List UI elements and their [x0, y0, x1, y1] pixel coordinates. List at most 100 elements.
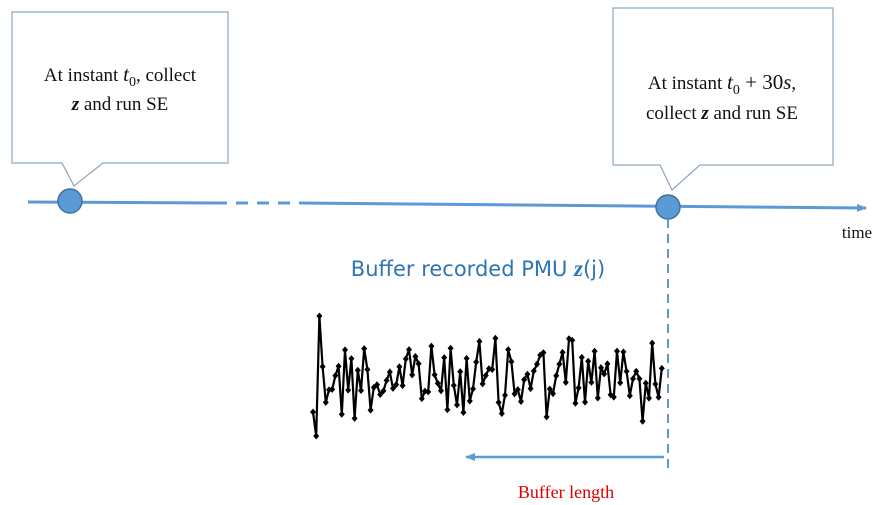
signal-marker: [319, 363, 326, 371]
signal-marker: [585, 357, 592, 365]
signal-marker: [591, 347, 598, 355]
event-marker: [655, 194, 681, 220]
signal-marker: [508, 358, 515, 366]
signal-marker: [502, 391, 508, 399]
signal-marker: [342, 346, 348, 354]
signal-marker: [476, 337, 483, 345]
signal-marker: [390, 384, 396, 392]
signal-marker: [358, 387, 364, 395]
signal-marker: [460, 408, 467, 416]
signal: [310, 312, 665, 440]
signal-marker: [428, 342, 435, 350]
signal-marker: [313, 432, 320, 440]
signal-marker: [338, 410, 345, 418]
callout-text: collect z and run SE: [646, 103, 798, 124]
callout-text: z and run SE: [71, 94, 169, 115]
signal-marker: [473, 358, 480, 366]
signal-marker: [396, 363, 403, 371]
buffer-title: Buffer recorded PMU z(j): [351, 256, 605, 281]
signal-marker: [511, 390, 518, 398]
signal-marker: [364, 366, 371, 374]
signal-marker: [470, 385, 476, 393]
signal-marker: [380, 387, 387, 395]
signal-marker: [441, 354, 448, 362]
signal-marker: [450, 381, 457, 389]
signal-marker: [498, 410, 505, 418]
signal-marker: [553, 372, 560, 380]
signal-marker: [655, 393, 662, 401]
signal-marker: [399, 382, 406, 390]
callout-box: [11, 11, 229, 187]
signal-marker: [505, 346, 512, 354]
signal-marker: [406, 346, 412, 354]
signal-marker: [562, 378, 569, 386]
signal-marker: [594, 394, 601, 402]
signal-marker: [409, 371, 416, 379]
signal-marker: [332, 372, 339, 380]
signal-marker: [316, 312, 323, 320]
signal-marker: [367, 406, 374, 414]
axis-label: time: [842, 223, 872, 242]
timeline-arrow: [299, 201, 867, 212]
signal-marker: [652, 380, 659, 388]
signal-marker: [588, 378, 595, 386]
signal-marker: [582, 398, 588, 406]
signal-marker: [623, 367, 630, 375]
signal-marker: [383, 376, 390, 384]
signal-marker: [374, 381, 380, 389]
signal-marker: [649, 339, 656, 347]
signal-marker: [518, 397, 524, 405]
signal-marker: [354, 366, 361, 374]
signal-marker: [614, 347, 620, 355]
signal-marker: [540, 349, 547, 357]
signal-marker: [646, 394, 652, 402]
signal-marker: [434, 379, 441, 387]
signal-marker: [550, 390, 556, 398]
signal-marker: [386, 368, 393, 376]
signal-marker: [578, 353, 585, 361]
event-marker: [57, 188, 83, 214]
signal-marker: [431, 371, 438, 379]
callout-text: At instant t0 + 30s,: [648, 70, 796, 98]
signal-marker: [495, 398, 502, 406]
signal-marker: [530, 367, 537, 375]
signal-marker: [572, 399, 579, 407]
signal-marker: [329, 385, 336, 393]
signal-marker: [639, 417, 646, 425]
signal-marker: [463, 354, 470, 362]
signal-marker: [620, 348, 627, 356]
signal-marker: [310, 408, 316, 416]
signal-marker: [598, 364, 604, 372]
signal-marker: [457, 368, 464, 376]
signal-marker: [377, 391, 384, 399]
signal-marker: [345, 386, 352, 394]
signal-marker: [348, 355, 355, 363]
signal-marker: [575, 384, 582, 392]
signal-marker: [521, 376, 528, 384]
signal-marker: [604, 360, 611, 368]
signal-marker: [556, 360, 563, 368]
signal-marker: [447, 344, 454, 352]
signal-marker: [630, 375, 636, 383]
signal-marker: [444, 406, 451, 414]
signal-marker: [412, 352, 419, 360]
signal-marker: [479, 380, 486, 388]
timeline: [27, 200, 216, 205]
signal-marker: [610, 393, 617, 401]
signal-marker: [617, 379, 624, 387]
signal-marker: [482, 372, 489, 380]
signal-marker: [633, 367, 640, 375]
signal-marker: [492, 334, 499, 342]
signal-marker: [534, 360, 540, 368]
signal-marker: [418, 395, 425, 403]
signal-marker: [636, 375, 643, 383]
signal-marker: [322, 398, 329, 406]
callout-box: [612, 7, 834, 191]
signal-marker: [393, 381, 400, 389]
signal-marker: [425, 388, 432, 396]
signal-marker: [559, 348, 566, 356]
signal-marker: [626, 392, 633, 400]
signal-marker: [489, 366, 496, 374]
signal-marker: [466, 397, 473, 405]
